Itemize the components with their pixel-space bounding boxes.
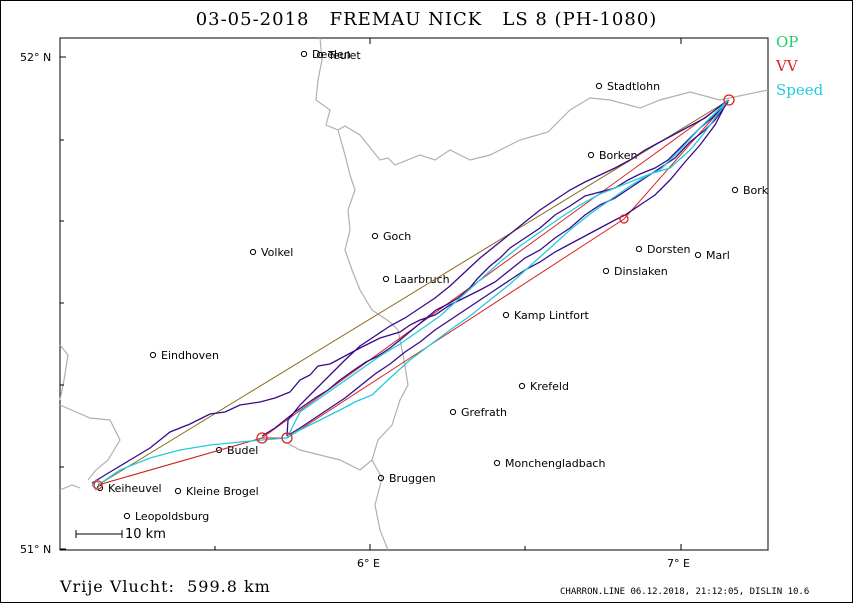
speed-track — [97, 99, 729, 486]
place-marker-icon — [316, 51, 324, 59]
place-label: Grefrath — [461, 406, 507, 419]
credit-line: CHARRON.LINE 06.12.2018, 21:12:05, DISLI… — [560, 587, 810, 597]
place-label: Bork — [743, 184, 769, 197]
place-label: Goch — [383, 230, 411, 243]
place-label: Laarbruch — [394, 273, 450, 286]
footer: Vrije Vlucht: 599.8 km — [60, 577, 271, 596]
place-marker-icon — [174, 487, 182, 495]
vv-lines — [97, 99, 730, 486]
place-label: Deelen — [312, 48, 351, 61]
axis-ticks — [60, 38, 682, 550]
lat-top-label: 52° N — [20, 51, 51, 64]
place-label: Budel — [227, 444, 258, 457]
place-marker-icon — [493, 459, 501, 467]
turnpoint-sw2 — [281, 432, 293, 444]
place-marker-icon — [149, 351, 157, 359]
page-title: 03-05-2018 FREMAU NICK LS 8 (PH-1080) — [195, 9, 658, 30]
place-label: Borken — [599, 149, 638, 162]
plot-border — [59, 37, 769, 551]
place-label: Leopoldsburg — [135, 510, 209, 523]
place-label: Dinslaken — [614, 265, 668, 278]
place-label: Monchengladbach — [505, 457, 605, 470]
flight-track — [91, 99, 729, 484]
legend-speed: Speed — [776, 81, 824, 99]
start-diamond — [91, 479, 101, 491]
scale-bar: 10 km — [75, 527, 166, 542]
place-marker-icon — [587, 151, 595, 159]
place-label: Kleine Brogel — [186, 485, 259, 498]
country-borders — [59, 37, 769, 551]
place-marker-icon — [731, 186, 739, 194]
place-marker-icon — [595, 82, 603, 90]
place-label: Bruggen — [389, 472, 436, 485]
place-label: Dorsten — [647, 243, 691, 256]
turnpoint-sw1 — [256, 432, 268, 444]
place-marker-icon — [123, 512, 131, 520]
lon-right-label: 7° E — [667, 557, 690, 570]
turnpoint-ne — [723, 94, 735, 106]
place-marker-icon — [694, 251, 702, 259]
legend-vv: VV — [776, 57, 798, 75]
turnpoint-mid — [619, 214, 629, 224]
footer-distance: 599.8 km — [187, 577, 271, 596]
scale-label: 10 km — [125, 527, 166, 542]
place-marker-icon — [518, 382, 526, 390]
place-marker-icon — [300, 50, 308, 58]
turnpoints — [93, 94, 735, 490]
place-marker-icon — [602, 267, 610, 275]
lat-bottom-label: 51° N — [20, 543, 51, 556]
start-point — [93, 480, 103, 490]
place-marker-icon — [377, 474, 385, 482]
place-marker-icon — [635, 245, 643, 253]
footer-label: Vrije Vlucht: — [60, 577, 175, 596]
place-label: Krefeld — [530, 380, 569, 393]
place-label: Kamp Lintfort — [514, 309, 590, 322]
place-marker-icon — [502, 311, 510, 319]
place-label: Keiheuvel — [108, 482, 162, 495]
place-label: Stadtlohn — [607, 80, 660, 93]
place-label: Eindhoven — [161, 349, 219, 362]
place-marker-icon — [371, 232, 379, 240]
place-marker-icon — [249, 248, 257, 256]
place-label: Teulet — [327, 49, 361, 62]
place-label: Volkel — [261, 246, 293, 259]
lon-left-label: 6° E — [357, 557, 380, 570]
place-marker-icon — [449, 408, 457, 416]
place-marker-icon — [382, 275, 390, 283]
legend-op: OP — [776, 33, 799, 51]
place-label: Marl — [706, 249, 730, 262]
